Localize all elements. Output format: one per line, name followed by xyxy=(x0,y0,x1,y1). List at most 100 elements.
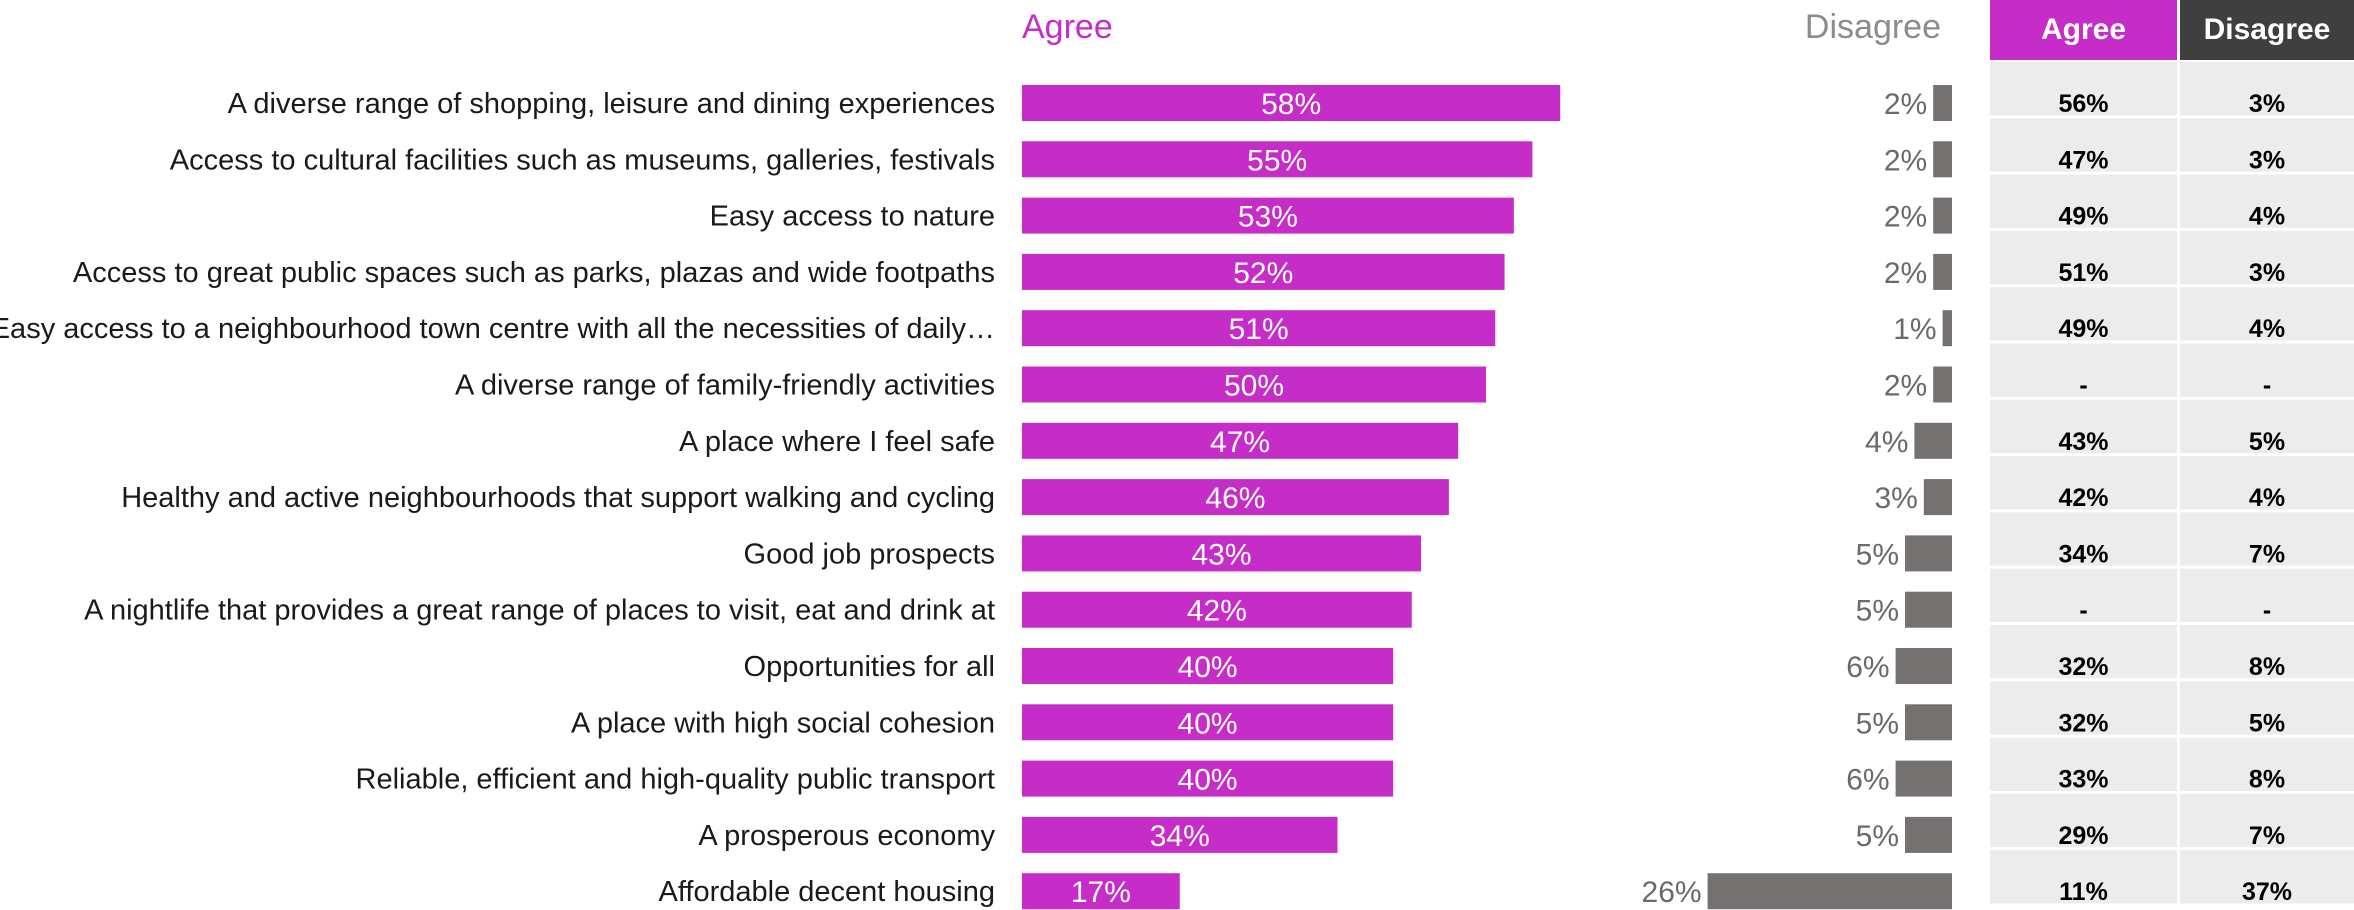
table-disagree-value: 8% xyxy=(2249,766,2285,794)
agree-bar xyxy=(1022,816,1338,853)
agree-bar xyxy=(1022,591,1412,628)
disagree-bar xyxy=(1895,648,1952,684)
table-agree-cell xyxy=(1990,399,2177,454)
category-label: A diverse range of family-friendly activ… xyxy=(455,370,995,402)
table-disagree-cell xyxy=(2180,62,2354,116)
agree-bar xyxy=(1022,873,1180,910)
table-disagree-value: - xyxy=(2263,597,2271,625)
category-label: Opportunities for all xyxy=(744,651,995,683)
agree-bar-label: 53% xyxy=(1238,201,1298,234)
agree-bar xyxy=(1022,535,1422,572)
disagree-bar xyxy=(1905,535,1952,572)
disagree-bar xyxy=(1905,704,1952,741)
table-agree-value: - xyxy=(2079,597,2087,625)
table-disagree-value: 5% xyxy=(2249,709,2285,737)
agree-bar-label: 17% xyxy=(1071,876,1131,909)
table-agree-cell xyxy=(1990,512,2177,566)
disagree-bar-label: 6% xyxy=(1846,651,1889,684)
agree-bar-label: 52% xyxy=(1233,257,1293,290)
table-disagree-value: 5% xyxy=(2249,428,2285,456)
disagree-bar-label: 3% xyxy=(1874,482,1917,515)
agree-bar-label: 40% xyxy=(1178,651,1238,684)
disagree-bar-label: 2% xyxy=(1884,201,1927,234)
table-disagree-cell xyxy=(2180,456,2354,510)
category-label: Reliable, efficient and high-quality pub… xyxy=(356,764,995,796)
table-agree-cell xyxy=(1990,850,2177,904)
disagree-bar-label: 5% xyxy=(1856,707,1899,740)
table-agree-cell xyxy=(1990,287,2177,341)
table-disagree-cell xyxy=(2180,399,2354,454)
category-label: Healthy and active neighbourhoods that s… xyxy=(121,482,995,514)
agree-bar-label: 40% xyxy=(1178,764,1238,797)
agree-bar-label: 55% xyxy=(1247,144,1307,177)
disagree-header: Disagree xyxy=(1804,8,1941,46)
agree-bar xyxy=(1022,253,1505,290)
disagree-bar xyxy=(1905,816,1952,853)
table-agree-value: 51% xyxy=(2058,259,2108,287)
table-disagree-header: Disagree xyxy=(2180,0,2354,60)
table-agree-value: 47% xyxy=(2058,146,2108,174)
disagree-bar-label: 2% xyxy=(1884,88,1927,121)
agree-bar xyxy=(1022,197,1514,234)
category-label: Easy access to a neighbourhood town cent… xyxy=(0,313,995,345)
disagree-bar xyxy=(1933,253,1952,290)
table-agree-value: 42% xyxy=(2058,484,2108,512)
table-disagree-cell xyxy=(2180,512,2354,566)
table-disagree-cell xyxy=(2180,793,2354,848)
disagree-bar xyxy=(1905,591,1952,628)
table-agree-value: 11% xyxy=(2059,878,2108,906)
table-agree-value: 32% xyxy=(2058,653,2108,681)
disagree-bar xyxy=(1914,422,1952,459)
disagree-bar-label: 2% xyxy=(1884,257,1927,290)
agree-bar-label: 51% xyxy=(1229,313,1289,346)
table-agree-cell xyxy=(1990,737,2177,791)
table-disagree-value: 7% xyxy=(2249,822,2285,850)
disagree-bar-label: 2% xyxy=(1884,144,1927,177)
agree-bar xyxy=(1022,85,1561,121)
disagree-bar-label: 5% xyxy=(1856,595,1899,628)
table-disagree-value: 37% xyxy=(2242,878,2292,906)
table-agree-cell xyxy=(1990,456,2177,510)
agree-bar-label: 47% xyxy=(1210,426,1270,459)
disagree-bar xyxy=(1895,760,1952,797)
table-agree-value: 34% xyxy=(2058,540,2108,568)
table-agree-value: 29% xyxy=(2058,822,2108,850)
category-label: A place where I feel safe xyxy=(679,426,995,458)
disagree-bar xyxy=(1933,85,1952,121)
agree-bar xyxy=(1022,141,1533,178)
category-label: A diverse range of shopping, leisure and… xyxy=(228,88,995,120)
disagree-bar-label: 2% xyxy=(1884,370,1927,403)
agree-bar xyxy=(1022,422,1459,459)
agree-bar-label: 34% xyxy=(1150,820,1210,853)
table-disagree-value: 3% xyxy=(2249,90,2285,118)
agree-bar xyxy=(1022,310,1496,347)
agree-bar-label: 43% xyxy=(1191,538,1251,571)
table-agree-value: 56% xyxy=(2058,90,2108,118)
disagree-bar xyxy=(1923,479,1952,516)
disagree-bar-label: 5% xyxy=(1856,820,1899,853)
disagree-bar-label: 4% xyxy=(1865,426,1908,459)
agree-bar-label: 50% xyxy=(1224,370,1284,403)
agree-bar xyxy=(1022,479,1449,516)
disagree-bar xyxy=(1933,141,1952,178)
table-disagree-cell xyxy=(2180,568,2354,622)
table-agree-value: - xyxy=(2079,372,2087,400)
table-disagree-cell xyxy=(2180,174,2354,228)
agree-bar-label: 46% xyxy=(1205,482,1265,515)
table-disagree-cell xyxy=(2180,681,2354,735)
table-disagree-cell xyxy=(2180,230,2354,285)
agree-header: Agree xyxy=(1022,8,1113,46)
table-disagree-value: 4% xyxy=(2249,315,2285,343)
category-label: Good job prospects xyxy=(744,538,995,570)
table-agree-header: Agree xyxy=(1990,0,2177,60)
table-agree-cell xyxy=(1990,118,2177,172)
agree-bar xyxy=(1022,704,1394,741)
table-disagree-value: - xyxy=(2263,372,2271,400)
category-label: Easy access to nature xyxy=(710,201,995,233)
table-agree-cell xyxy=(1990,343,2177,397)
disagree-bar-label: 26% xyxy=(1642,876,1702,909)
table-agree-cell xyxy=(1990,625,2177,679)
disagree-bar xyxy=(1933,197,1952,234)
category-label: A place with high social cohesion xyxy=(571,707,995,739)
table-disagree-value: 3% xyxy=(2249,146,2285,174)
